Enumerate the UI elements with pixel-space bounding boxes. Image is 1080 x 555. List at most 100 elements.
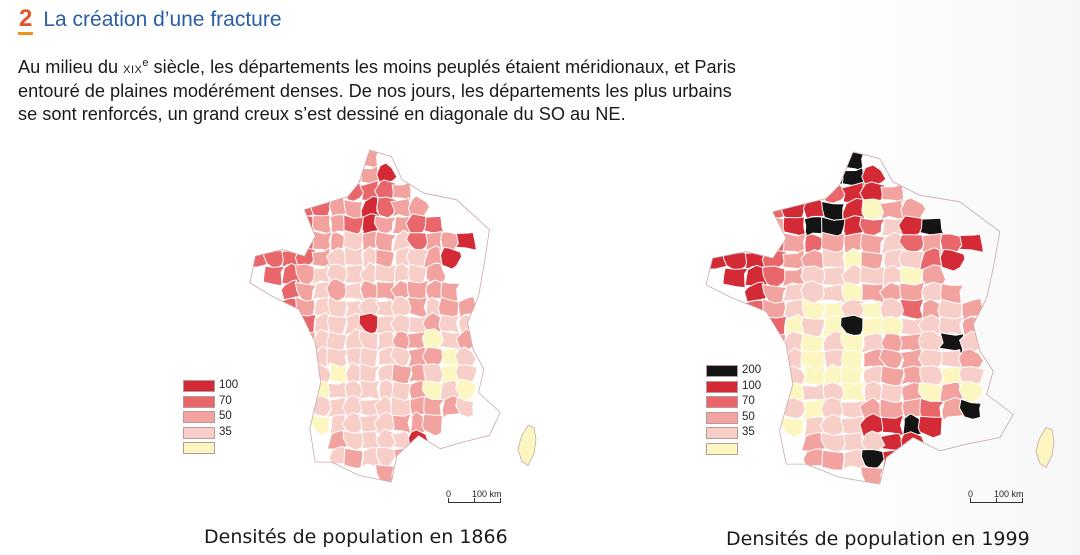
legend-label: 35 [219,425,232,438]
legend-swatch [183,426,215,439]
legend-item: 35 [183,425,243,439]
department [454,346,477,371]
legend-item: 50 [183,410,243,423]
department [899,298,926,322]
section-title: La création d’une fracture [43,8,282,31]
scale-zero-label: 0 [446,489,452,499]
scale-distance-label: 100 km [994,489,1024,499]
department [343,246,365,268]
department [780,416,806,439]
scale-tick [448,498,449,503]
department [918,348,946,372]
department [898,234,926,255]
department [880,413,905,437]
department [839,314,866,337]
section-header: 2 La création d’une fracture [18,6,282,35]
scale-bar-1999: 0 100 km [968,489,1030,506]
intro-line-1: Au milieu du xixe siècle, les départemen… [18,56,848,80]
france-choropleth-1866 [249,149,537,483]
department [294,363,316,384]
department [763,331,788,354]
legend-swatch [706,427,738,439]
department [455,396,475,418]
legend-label: 100 [742,379,762,392]
scale-distance-label: 100 km [472,489,502,499]
legend-swatch [183,411,215,423]
department [706,232,727,255]
department [455,364,478,385]
department [250,230,268,253]
department [358,379,382,402]
department [407,429,429,452]
department [958,381,984,405]
department [821,248,847,270]
legend-1866: 100 70 50 35 [183,379,253,460]
legend-swatch [706,365,738,377]
legend-label: 50 [219,410,232,422]
department [374,231,398,254]
department [722,267,750,289]
department [917,415,943,439]
department [820,431,847,453]
legend-label: 35 [742,426,755,438]
department [859,413,888,438]
scale-tick [996,498,997,503]
department [375,446,398,471]
department [440,280,462,304]
department [859,217,887,237]
scale-tick [1022,498,1023,503]
department [897,215,925,237]
department [957,348,984,373]
department [801,297,827,323]
map-1999 [698,150,1068,520]
department [262,265,286,287]
caption-1866: Densités de population en 1866 [204,526,508,548]
department [440,231,460,252]
department [326,315,348,337]
scale-zero-label: 0 [968,489,974,499]
department [295,380,318,402]
department [939,248,966,272]
department [262,213,287,237]
legend-item: 50 [706,411,766,424]
legend-swatch [706,380,738,393]
department [327,295,349,321]
department [765,183,787,205]
department [341,412,366,435]
legend-swatch [183,395,215,408]
department [280,279,301,301]
scale-tick [474,498,475,503]
department [743,281,768,303]
legend-label: 70 [742,395,755,407]
scale-line [448,502,500,503]
department [821,449,845,471]
department [919,247,944,271]
department [454,231,478,252]
intro-line-3: se sont renforcés, un grand creux s’est … [18,104,626,124]
map-1866 [240,148,560,518]
department [455,379,477,403]
legend-item: 35 [706,426,766,439]
department [939,233,964,254]
legend-item-lowest [183,442,243,454]
department [917,330,946,356]
department [343,447,364,469]
department [879,297,907,321]
legend-label: 200 [742,364,762,376]
legend-1999: 200 100 70 50 35 [706,364,776,460]
department [342,429,366,451]
department [421,346,447,371]
department [391,181,412,202]
department [958,398,982,420]
department [878,348,906,372]
corsica [517,425,537,467]
department [263,228,286,252]
department [389,346,414,370]
department [406,296,430,320]
department [801,317,826,339]
department [939,283,965,306]
scale-tick [500,498,501,503]
legend-swatch [706,396,738,408]
department [279,198,301,220]
department [391,411,412,435]
